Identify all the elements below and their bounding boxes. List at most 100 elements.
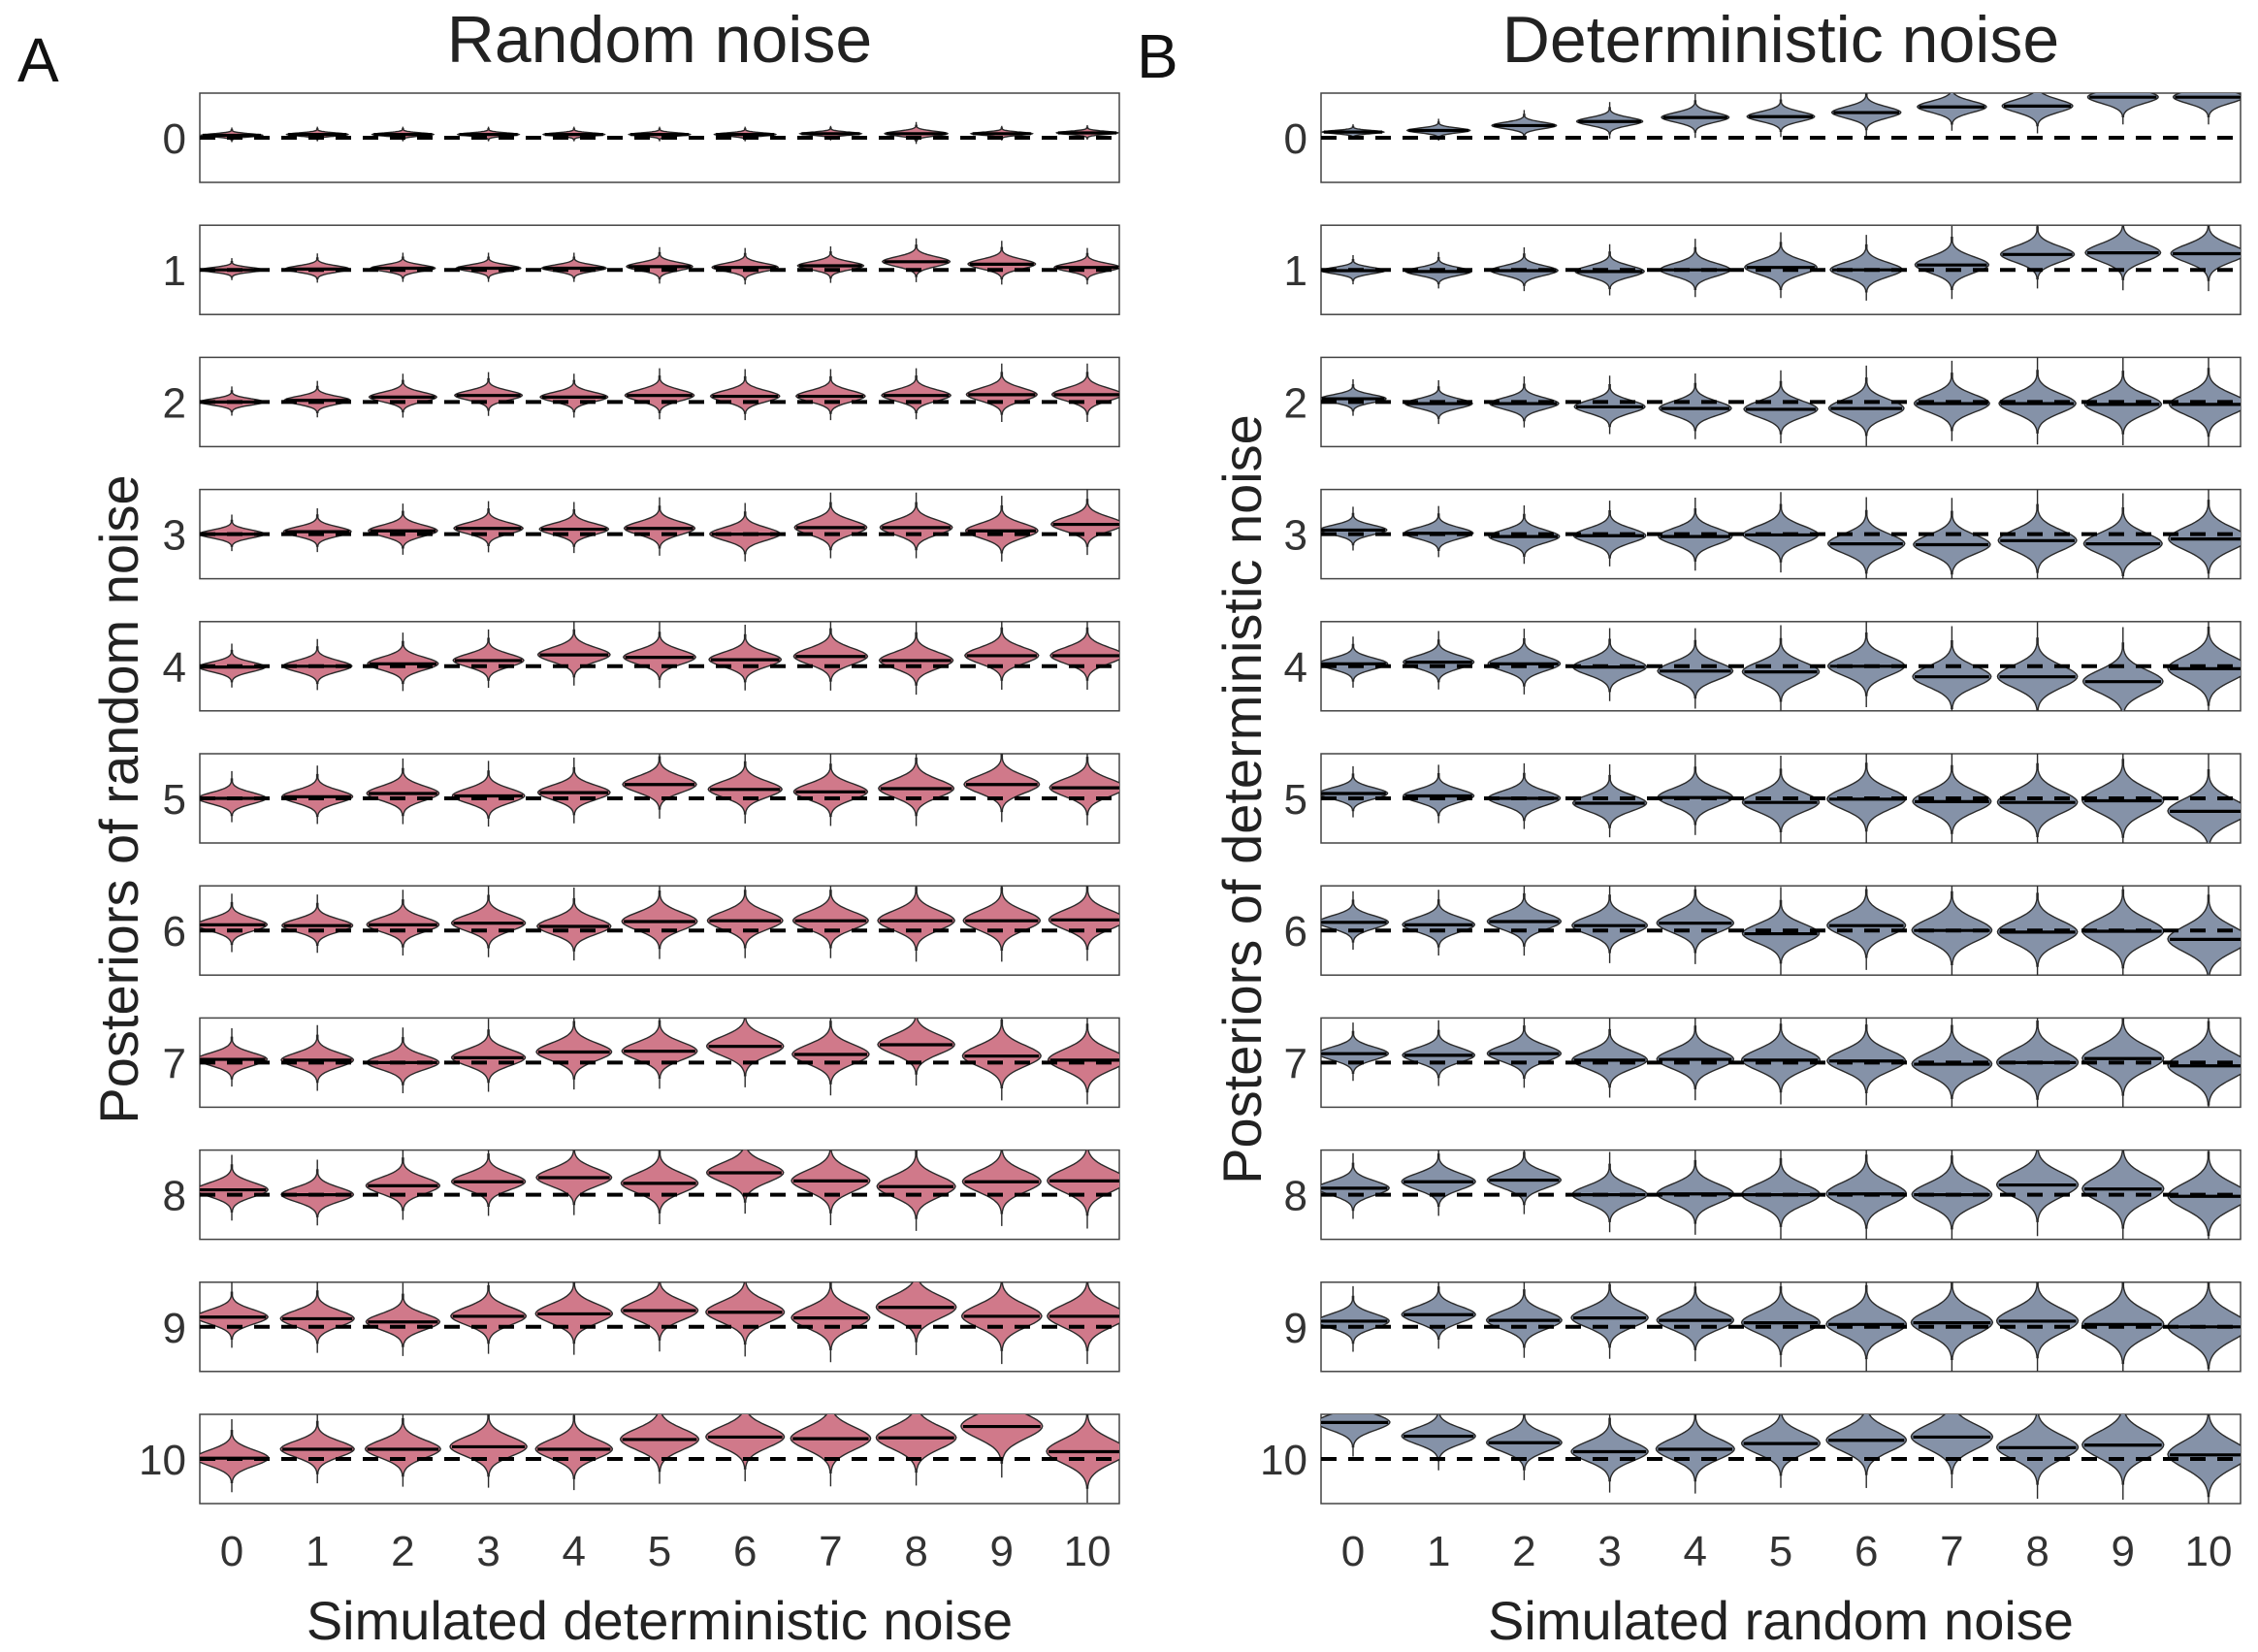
x-tick-label: 5 bbox=[648, 1528, 671, 1575]
violin bbox=[875, 1414, 957, 1474]
violin bbox=[2082, 507, 2163, 576]
violin bbox=[1825, 1284, 1908, 1360]
violin bbox=[536, 897, 612, 952]
panel-b-facet-0: 0 bbox=[1284, 92, 2242, 183]
panel-a-y-axis-label: Posteriors of random noise bbox=[88, 474, 149, 1123]
panel-b-facet-8: 8 bbox=[1284, 1149, 2242, 1241]
facet-label: 4 bbox=[1284, 644, 1307, 692]
violin bbox=[1486, 892, 1563, 947]
facet-label: 6 bbox=[1284, 908, 1307, 956]
facet-label: 10 bbox=[1260, 1437, 1307, 1484]
panel-a-facets: 0 1 2 3 4 5 6 7 8 9 10 0 1 2 3 4 5 6 7 8 9 10 bbox=[139, 92, 1120, 1575]
violin bbox=[964, 627, 1040, 681]
panel-b-facet-6: 6 bbox=[1284, 885, 2242, 976]
violin bbox=[2081, 1281, 2165, 1365]
facet-label: 9 bbox=[163, 1305, 186, 1352]
violin bbox=[1916, 93, 1987, 125]
violin bbox=[1825, 1154, 1908, 1229]
panel-b: B Deterministic noise Posteriors of dete… bbox=[1137, 3, 2242, 1651]
x-tick-label: 8 bbox=[904, 1528, 927, 1575]
violin bbox=[1910, 1414, 1994, 1474]
facet-plot-area bbox=[1321, 1150, 2241, 1240]
violin bbox=[1740, 1286, 1822, 1355]
facet-plot-area bbox=[1321, 754, 2241, 843]
violin bbox=[364, 1418, 441, 1477]
facet-plot-area bbox=[200, 621, 1119, 696]
facet-label: 1 bbox=[1284, 247, 1307, 295]
facet-label: 3 bbox=[1284, 512, 1307, 560]
x-tick-label: 9 bbox=[2112, 1528, 2135, 1575]
violin bbox=[2081, 1414, 2165, 1485]
panel-b-facet-1: 1 bbox=[1284, 224, 2242, 315]
x-tick-label: 10 bbox=[1064, 1528, 1112, 1575]
violin bbox=[1571, 774, 1648, 828]
x-tick-label: 1 bbox=[1427, 1528, 1450, 1575]
panel-a-letter: A bbox=[17, 25, 59, 95]
panel-a-facet-4: 4 bbox=[163, 621, 1120, 712]
violin bbox=[875, 1281, 957, 1343]
x-tick-label: 4 bbox=[563, 1528, 586, 1575]
facet-label: 3 bbox=[163, 512, 186, 560]
x-tick-label: 2 bbox=[1512, 1528, 1535, 1575]
facet-plot-area bbox=[200, 1018, 1119, 1105]
violin bbox=[1911, 1155, 1993, 1230]
x-tick-label: 2 bbox=[391, 1528, 414, 1575]
panel-a-facet-5: 5 bbox=[163, 753, 1120, 844]
violin bbox=[1910, 1281, 1994, 1360]
violin bbox=[790, 1414, 872, 1474]
facet-label: 5 bbox=[1284, 776, 1307, 824]
x-tick-label: 7 bbox=[819, 1528, 842, 1575]
facet-label: 8 bbox=[163, 1173, 186, 1220]
violin bbox=[1743, 380, 1819, 435]
facet-plot-area bbox=[200, 1281, 1119, 1365]
violin bbox=[1049, 627, 1119, 681]
x-tick-label: 5 bbox=[1769, 1528, 1792, 1575]
facet-plot-area bbox=[200, 363, 1119, 422]
panel-a-facet-9: 9 bbox=[163, 1281, 1120, 1373]
panel-a-facet-6: 6 bbox=[163, 885, 1120, 976]
panel-a-x-axis-label: Simulated deterministic noise bbox=[306, 1590, 1013, 1651]
violin bbox=[2001, 93, 2074, 127]
facet-plot-area bbox=[200, 754, 1119, 827]
violin bbox=[2081, 1018, 2165, 1096]
panel-b-facets: 0 1 2 3 4 5 6 7 8 9 10 0 1 2 3 4 5 6 7 8 9 10 bbox=[1260, 92, 2242, 1575]
panel-b-facet-4: 4 bbox=[1284, 621, 2242, 712]
facet-label: 7 bbox=[163, 1040, 186, 1087]
facet-label: 0 bbox=[163, 115, 186, 163]
x-tick-label: 7 bbox=[1940, 1528, 1963, 1575]
panel-b-title: Deterministic noise bbox=[1502, 3, 2059, 77]
violin bbox=[705, 1150, 785, 1203]
violin bbox=[1047, 1150, 1119, 1216]
panel-b-y-axis-label: Posteriors of deterministic noise bbox=[1211, 414, 1273, 1184]
panel-a-facet-8: 8 bbox=[163, 1149, 1120, 1241]
facet-label: 7 bbox=[1284, 1040, 1307, 1087]
facet-plot-area bbox=[1321, 489, 2241, 579]
facet-label: 10 bbox=[139, 1437, 186, 1484]
facet-label: 8 bbox=[1284, 1173, 1307, 1220]
x-tick-label: 6 bbox=[1855, 1528, 1878, 1575]
panel-b-facet-7: 7 bbox=[1284, 1017, 2242, 1109]
panel-a-facet-3: 3 bbox=[163, 488, 1120, 580]
violin bbox=[1826, 1024, 1907, 1093]
violin bbox=[1658, 508, 1733, 562]
facet-label: 2 bbox=[1284, 379, 1307, 427]
violin bbox=[1825, 1414, 1908, 1475]
panel-b-facet-3: 3 bbox=[1284, 488, 2242, 580]
x-tick-label: 10 bbox=[2185, 1528, 2233, 1575]
facet-plot-area bbox=[1321, 886, 2241, 976]
violin bbox=[705, 1414, 786, 1470]
violin bbox=[619, 1414, 700, 1473]
violin bbox=[1657, 766, 1734, 826]
violin bbox=[1570, 1283, 1649, 1348]
x-tick-label: 0 bbox=[1341, 1528, 1365, 1575]
violin bbox=[1741, 768, 1821, 832]
violin bbox=[1911, 891, 1993, 965]
x-tick-label: 0 bbox=[220, 1528, 243, 1575]
panel-b-x-axis-label: Simulated random noise bbox=[1488, 1590, 2074, 1651]
facet-plot-area bbox=[200, 1150, 1119, 1231]
x-tick-label: 1 bbox=[306, 1528, 329, 1575]
panel-b-facet-5: 5 bbox=[1284, 753, 2242, 844]
violin bbox=[1486, 1025, 1563, 1079]
panel-b-facet-2: 2 bbox=[1284, 356, 2242, 448]
x-tick-label: 6 bbox=[733, 1528, 757, 1575]
